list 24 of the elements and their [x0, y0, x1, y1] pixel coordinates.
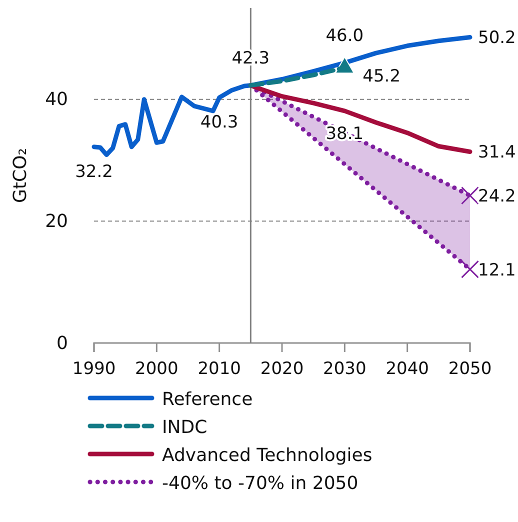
y-tick-label: 0	[56, 332, 68, 354]
y-axis-title: GtCO₂	[10, 148, 31, 203]
data-label: 12.1	[478, 260, 516, 280]
legend-label: INDC	[162, 417, 208, 438]
data-label: 31.4	[478, 142, 516, 163]
data-label: 46.0	[326, 26, 364, 46]
x-tick-label: 1990	[72, 359, 116, 380]
data-label: 32.2	[75, 162, 113, 182]
x-tick-label: 2040	[386, 359, 429, 380]
data-label: 40.3	[200, 112, 238, 133]
x-tick-label: 2020	[260, 359, 304, 380]
legend-label: Advanced Technologies	[162, 445, 372, 466]
x-tick-label: 2030	[323, 359, 366, 380]
y-tick-label: 20	[45, 210, 68, 232]
data-label: 50.2	[478, 28, 516, 48]
legend-label: Reference	[162, 389, 253, 410]
x-tick-label: 2010	[198, 359, 241, 380]
data-label: 45.2	[362, 66, 401, 87]
y-tick-label: 40	[45, 89, 68, 110]
legend-label: -40% to -70% in 2050	[162, 473, 358, 494]
data-label: 24.2	[478, 186, 516, 207]
x-tick-label: 2000	[135, 359, 178, 380]
data-label: 42.3	[232, 48, 270, 68]
x-tick-label: 2050	[448, 359, 492, 380]
